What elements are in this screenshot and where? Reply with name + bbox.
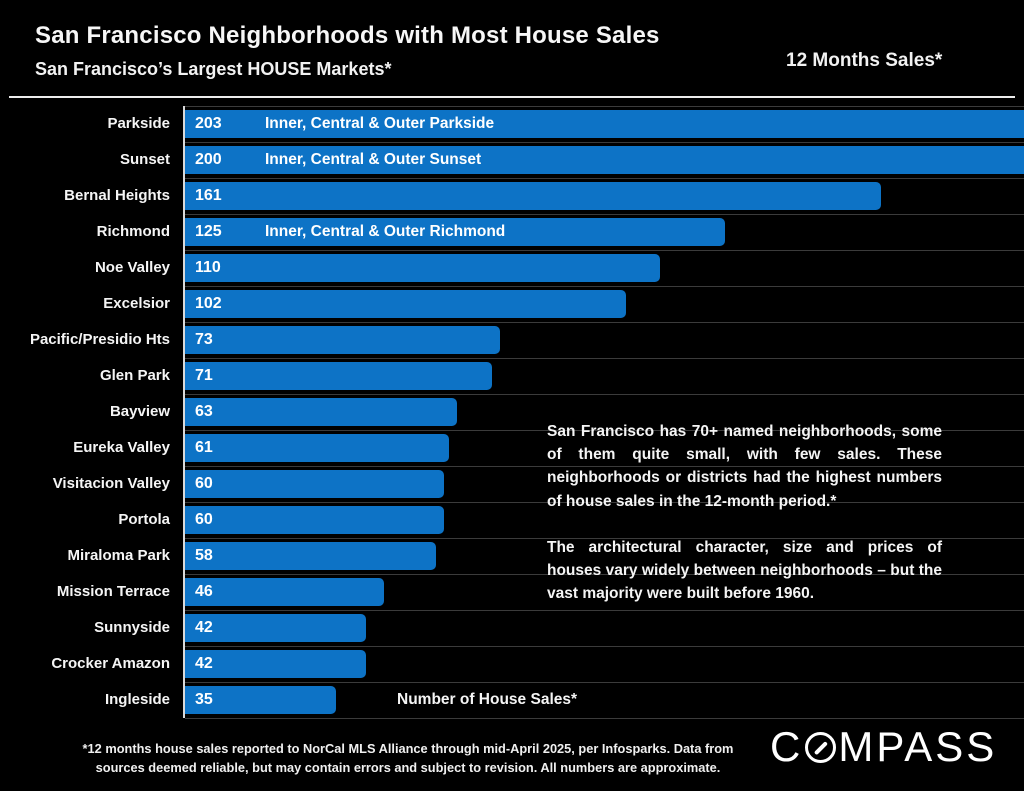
gridline [185,430,1024,431]
bar: 35 [185,686,337,714]
bar: 60 [185,470,445,498]
gridline [185,646,1024,647]
gridline [185,538,1024,539]
bar-note-label: Inner, Central & Outer Sunset [265,151,482,168]
gridline [185,106,1024,107]
bar: 63 [185,398,458,426]
bar: 46 [185,578,384,606]
gridline [185,286,1024,287]
bar-value-label: 102 [195,295,222,312]
category-label: Excelsior [103,295,170,312]
bar: 161 [185,182,881,210]
category-label: Parkside [107,115,170,132]
gridline [185,142,1024,143]
bar-note-label: Inner, Central & Outer Richmond [265,223,506,240]
x-axis-label: Number of House Sales* [397,691,578,708]
bar: 200 Inner, Central & Outer Sunset [185,146,1024,174]
bar-value-label: 46 [195,583,213,600]
gridline [185,502,1024,503]
period-label: 12 Months Sales* [786,50,943,71]
category-label: Noe Valley [94,259,170,276]
category-label: Ingleside [104,691,170,708]
compass-logo: C MPASS [770,723,997,771]
bar-value-label: 125 [195,223,222,240]
bar: 60 [185,506,445,534]
annotation-block: San Francisco has 70+ named neighborhood… [547,420,942,605]
bar: 110 [185,254,661,282]
gridline [185,610,1024,611]
bar-value-label: 60 [195,511,213,528]
bar: 42 [185,650,367,678]
annotation-paragraph-1: San Francisco has 70+ named neighborhood… [547,423,942,510]
category-label: Sunnyside [94,619,170,636]
bar-value-label: 200 [195,151,222,168]
gridline [185,394,1024,395]
gridline [185,214,1024,215]
category-label: Sunset [119,151,170,168]
gridline [185,250,1024,251]
category-label: Bernal Heights [64,187,170,204]
annotation-paragraph-2: The architectural character, size and pr… [547,538,942,603]
bar-value-label: 110 [195,259,221,276]
page-subtitle: San Francisco’s Largest HOUSE Markets* [35,59,392,79]
bar: 125 Inner, Central & Outer Richmond [185,218,725,246]
gridline [185,178,1024,179]
bar-value-label: 161 [195,187,222,204]
gridline [185,574,1024,575]
bar: 73 [185,326,501,354]
category-label: Glen Park [99,367,170,384]
bar-value-label: 60 [195,475,213,492]
footnote: *12 months house sales reported to NorCa… [40,739,776,777]
category-label: Visitacion Valley [52,475,170,492]
bar-value-label: 35 [195,691,213,708]
gridline [185,466,1024,467]
bar: 71 [185,362,492,390]
bar: 61 [185,434,449,462]
category-label: Miraloma Park [67,547,170,564]
bar-value-label: 42 [195,655,213,672]
compass-needle-icon [805,732,837,763]
logo-text-suffix: MPASS [838,723,998,770]
bar: 203 Inner, Central & Outer Parkside [185,110,1024,138]
category-label: Crocker Amazon [51,655,170,672]
footnote-line-1: *12 months house sales reported to NorCa… [82,741,734,756]
bar-value-label: 73 [195,331,213,348]
logo-text-prefix: C [770,723,804,770]
gridline [185,358,1024,359]
bar-value-label: 58 [195,547,213,564]
category-label: Mission Terrace [56,583,170,600]
category-label: Richmond [96,223,170,240]
bar-value-label: 203 [195,115,222,132]
page-title: San Francisco Neighborhoods with Most Ho… [35,22,660,49]
gridline [185,682,1024,683]
category-label: Portola [118,511,170,528]
bar-value-label: 42 [195,619,213,636]
bar-value-label: 63 [195,403,213,420]
category-label: Pacific/Presidio Hts [29,331,170,348]
category-label: Bayview [109,403,170,420]
header-divider [9,96,1015,98]
bar-note-label: Inner, Central & Outer Parkside [265,115,495,132]
y-axis-line [183,106,185,718]
footnote-line-2: sources deemed reliable, but may contain… [95,760,721,775]
gridline [185,322,1024,323]
gridline [185,718,1024,719]
bar-value-label: 61 [195,439,213,456]
bar: 58 [185,542,436,570]
bar: 102 [185,290,626,318]
bar: 42 [185,614,367,642]
bar-chart: Number of House Sales* Parkside 203 Inner,… [0,106,1024,719]
bar-value-label: 71 [195,367,213,384]
category-label: Eureka Valley [73,439,170,456]
